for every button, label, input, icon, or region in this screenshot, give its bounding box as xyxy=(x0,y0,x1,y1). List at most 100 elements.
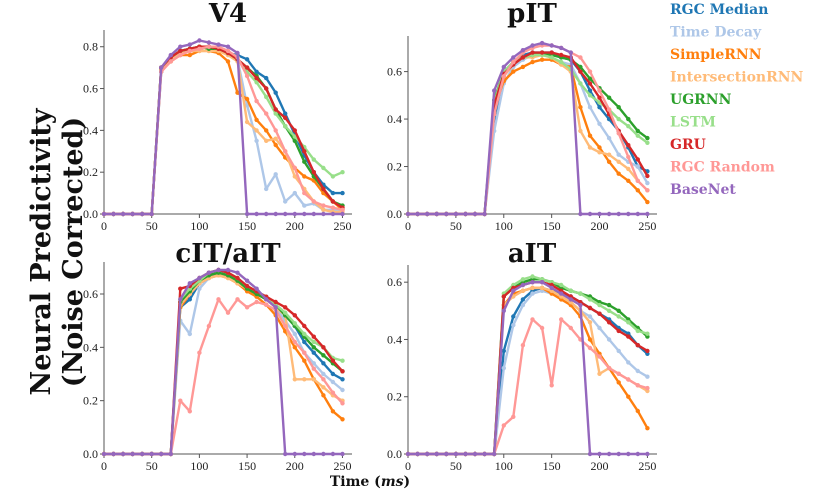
series-line xyxy=(408,281,649,456)
series-rgc-median xyxy=(101,270,345,457)
series-time-decay xyxy=(101,273,345,457)
data-point xyxy=(635,128,640,134)
data-point xyxy=(645,451,650,457)
data-point xyxy=(501,348,506,354)
data-point xyxy=(597,325,602,331)
x-tick-label: 150 xyxy=(238,459,256,473)
data-point xyxy=(539,50,545,55)
data-point xyxy=(254,75,259,81)
data-point xyxy=(530,43,535,48)
series-line xyxy=(408,44,649,216)
data-point xyxy=(635,157,640,162)
x-tick-label: 250 xyxy=(638,459,656,473)
legend-item: BaseNet xyxy=(670,182,736,198)
data-point xyxy=(330,174,336,179)
data-point xyxy=(539,325,545,331)
series-line xyxy=(104,45,343,216)
data-point xyxy=(273,172,278,177)
data-point xyxy=(492,88,497,93)
data-point xyxy=(264,111,269,116)
legend-item: Time Decay xyxy=(670,25,762,41)
data-point xyxy=(587,93,593,98)
data-point xyxy=(511,414,516,419)
data-point xyxy=(568,297,573,302)
data-point xyxy=(187,48,192,54)
series-line xyxy=(408,53,649,216)
data-point xyxy=(292,345,297,350)
data-point xyxy=(645,140,650,145)
legend-item: IntersectionRNN xyxy=(670,70,804,86)
x-tick-label: 50 xyxy=(450,459,462,473)
x-tick-label: 50 xyxy=(146,459,158,473)
data-point xyxy=(645,426,650,431)
data-point xyxy=(235,270,240,275)
data-point xyxy=(444,211,449,217)
data-point xyxy=(244,278,250,283)
x-tick-label: 100 xyxy=(190,219,208,233)
data-point xyxy=(273,136,278,141)
data-point xyxy=(606,308,612,313)
data-point xyxy=(340,417,345,422)
y-axis-title-line1: Neural Predictivity xyxy=(26,107,57,395)
series-rgc-random xyxy=(405,317,650,457)
series-line xyxy=(104,268,343,456)
data-point xyxy=(578,302,583,308)
data-point xyxy=(616,211,621,217)
data-point xyxy=(578,128,583,134)
data-point xyxy=(244,96,250,102)
y-tick-label: 0.4 xyxy=(83,123,98,137)
series-line xyxy=(408,318,648,456)
data-point xyxy=(587,133,593,138)
data-point xyxy=(606,302,612,308)
data-point xyxy=(530,50,535,55)
x-tick-label: 0 xyxy=(405,219,411,233)
data-point xyxy=(559,291,564,296)
data-point xyxy=(264,128,269,133)
data-point xyxy=(311,157,316,162)
x-tick-label: 250 xyxy=(333,459,351,473)
data-point xyxy=(168,451,173,457)
data-point xyxy=(244,211,250,217)
data-point xyxy=(321,353,326,358)
data-point xyxy=(444,451,449,457)
data-point xyxy=(273,211,278,217)
legend-item: UGRNN xyxy=(670,92,732,108)
data-point xyxy=(645,135,650,141)
data-point xyxy=(197,46,202,51)
data-point xyxy=(302,350,307,355)
data-point xyxy=(626,166,631,172)
series-ugrnn xyxy=(101,270,345,457)
data-point xyxy=(645,348,650,354)
x-tick-label: 0 xyxy=(405,459,411,473)
data-point xyxy=(626,211,631,217)
x-tick-label: 0 xyxy=(101,459,107,473)
series-line xyxy=(408,51,649,216)
data-point xyxy=(197,286,202,291)
data-point xyxy=(568,50,573,55)
series-line xyxy=(104,49,344,216)
data-point xyxy=(273,299,278,305)
data-point xyxy=(254,286,259,291)
data-point xyxy=(206,270,212,275)
data-point xyxy=(587,297,593,302)
data-point xyxy=(597,95,602,100)
data-point xyxy=(330,390,336,395)
data-point xyxy=(340,401,345,406)
data-point xyxy=(626,178,631,183)
series-line xyxy=(408,275,648,456)
data-point xyxy=(626,154,631,160)
data-point xyxy=(549,383,554,388)
series-intersectionrnn xyxy=(405,52,650,217)
data-point xyxy=(330,371,336,377)
data-point xyxy=(635,343,640,348)
data-point xyxy=(130,211,135,217)
series-line xyxy=(104,49,343,216)
data-point xyxy=(244,305,250,310)
data-point xyxy=(559,45,564,51)
data-point xyxy=(520,343,526,348)
data-point xyxy=(626,394,631,399)
data-point xyxy=(453,451,459,457)
series-time-decay xyxy=(101,44,345,217)
x-axis-title-suffix: ) xyxy=(404,474,411,490)
